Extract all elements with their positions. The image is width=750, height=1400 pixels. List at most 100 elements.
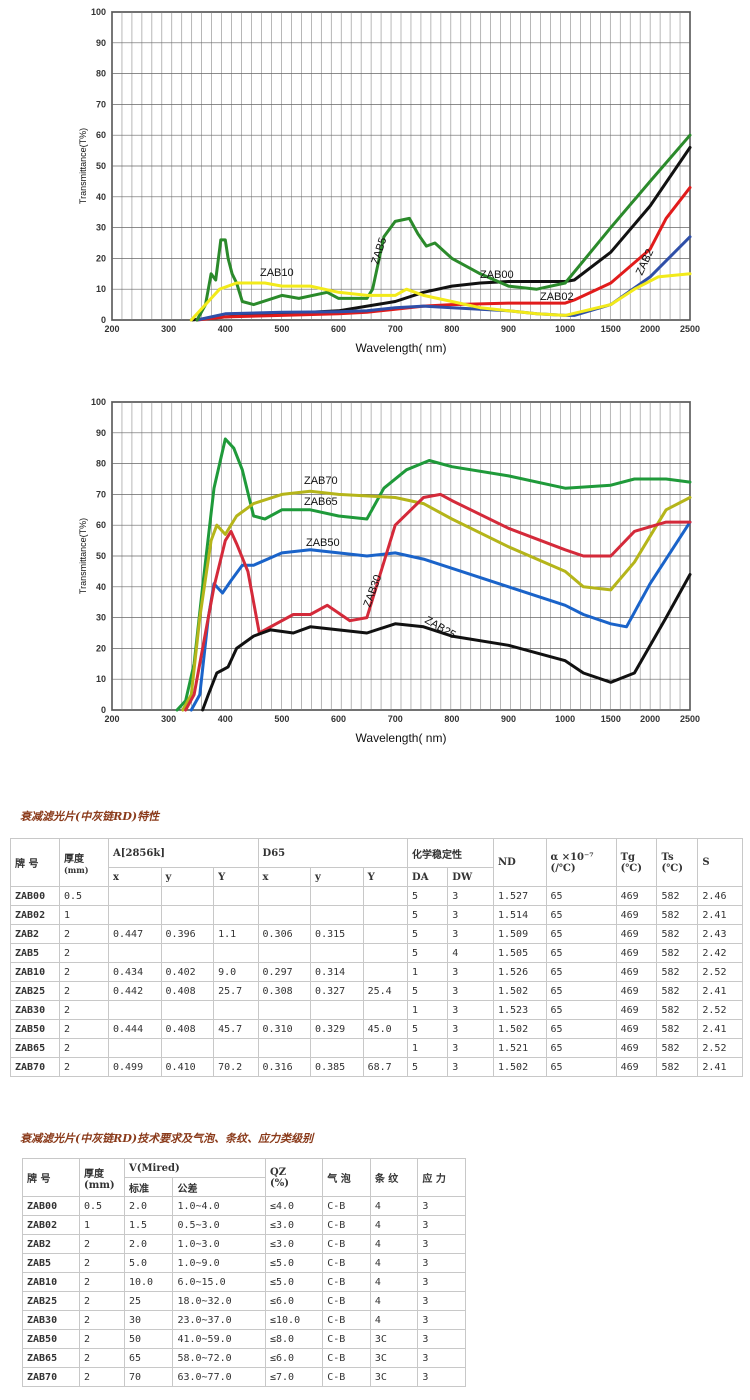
table-cell: 3 [447,1057,494,1077]
grade-cell: ZAB5 [22,1253,80,1273]
table-cell: 4 [369,1272,419,1292]
series-line-zab30 [184,492,692,712]
table-cell: 2 [59,1038,109,1058]
x-tick-label: 1000 [555,714,575,724]
col-grade: 牌 号 [22,1158,80,1197]
col-d-y: y [310,867,364,887]
table-cell: 2.43 [697,924,743,944]
series-line-zab25 [201,573,692,712]
table-cell: 1.0~4.0 [172,1196,266,1216]
y-tick-label: 20 [96,643,106,653]
table-cell: 5 [407,905,449,925]
table-cell: 2.41 [697,1019,743,1039]
table-row: ZAB65 2 65 58.0~72.0 ≤6.0 C-B 3C 3 [22,1348,466,1368]
table-cell: 3C [369,1329,419,1349]
table-cell: 582 [656,886,699,906]
table-cell: 3 [417,1310,466,1330]
table-cell: 582 [656,943,699,963]
table-cell [257,905,312,925]
table-cell: 3 [417,1234,466,1254]
table-row: ZAB10 2 10.0 6.0~15.0 ≤5.0 C-B 4 3 [22,1272,466,1292]
section-title-properties: 衰减滤光片(中灰链RD)特性 [20,810,160,823]
table-row: ZAB25 2 25 18.0~32.0 ≤6.0 C-B 4 3 [22,1291,466,1311]
header-unit: (mm) [84,1179,115,1191]
col-a2856: A[2856k] [108,838,259,868]
x-tick-label: 500 [274,714,289,724]
y-tick-label: 20 [96,253,106,263]
table-cell: 582 [656,962,699,982]
table-cell: 50 [123,1329,174,1349]
chart-2-svg: 0 10 20 30 40 50 60 70 80 90 100 200 300 400 500 600 700… [78,397,700,745]
table-cell: 58.0~72.0 [172,1348,266,1368]
table-cell: 0.408 [160,981,215,1001]
table-row: ZAB02 1 5 3 1.514 65 469 582 2.41 [10,905,743,925]
table-cell: 2.41 [697,981,743,1001]
table-cell: 0.402 [160,962,215,982]
header-unit: (%) [269,1177,289,1189]
table-cell [362,1000,409,1020]
table-cell: 582 [656,1057,699,1077]
table-cell: 23.0~37.0 [172,1310,266,1330]
table-cell [213,905,259,925]
table-cell: 6.0~15.0 [172,1272,266,1292]
col-d-Y: Y [362,867,409,887]
x-tick-label: 600 [331,714,346,724]
table-cell: 0.327 [310,981,364,1001]
table-cell [310,943,364,963]
y-tick-label: 80 [96,459,106,469]
series-line-zab70 [175,437,692,712]
series-label-zab65: ZAB65 [304,496,338,508]
series-label-zab10: ZAB10 [260,267,294,279]
grade-cell: ZAB50 [22,1329,80,1349]
table-cell: 582 [656,981,699,1001]
table-cell: 1 [407,1038,449,1058]
table-cell: 0.5~3.0 [172,1215,266,1235]
table-cell [108,1000,162,1020]
header-text: 厚度 [84,1168,104,1180]
table-cell: 0.329 [310,1019,364,1039]
table-cell: 2.52 [697,962,743,982]
x-tick-label: 800 [444,714,459,724]
table-cell: 68.7 [362,1057,409,1077]
x-tick-label: 1500 [601,324,621,334]
table-cell: 25.4 [362,981,409,1001]
table-cell: 469 [615,981,658,1001]
table-cell [108,943,162,963]
grade-cell: ZAB70 [10,1057,60,1077]
col-grade: 牌 号 [10,838,60,887]
table-cell [160,1000,215,1020]
table-cell: 469 [615,886,658,906]
table-cell: 30 [123,1310,174,1330]
x-tick-label: 300 [161,324,176,334]
table-cell: ≤5.0 [264,1253,324,1273]
table-cell: 0.315 [310,924,364,944]
grade-cell: ZAB10 [22,1272,80,1292]
table-cell [310,1000,364,1020]
table-cell [257,1038,312,1058]
table-cell: 5 [407,1019,449,1039]
table-cell: 2 [79,1329,125,1349]
x-tick-label: 2500 [680,324,700,334]
table-cell: 4 [369,1253,419,1273]
table-cell: 0.447 [108,924,162,944]
table-cell: 3 [417,1367,466,1387]
table-cell: 1.502 [493,981,547,1001]
table-cell: 10.0 [123,1272,174,1292]
table-row: ZAB10 2 0.434 0.402 9.0 0.297 0.314 1 3 1.526 65 46… [10,962,743,982]
grade-cell: ZAB65 [22,1348,80,1368]
properties-table-body: ZAB00 0.5 5 3 1.527 65 469 582 2.46 ZAB02 1 5 3 1.514… [10,886,743,1077]
table-cell: 3 [417,1329,466,1349]
table-cell: 4 [369,1291,419,1311]
table-cell: C-B [322,1348,371,1368]
header-text: Tg [620,851,636,863]
table-cell: 3 [417,1253,466,1273]
header-unit: (℃) [620,862,643,874]
table-cell: 3 [417,1215,466,1235]
table-cell: 582 [656,1038,699,1058]
table-row: ZAB25 2 0.442 0.408 25.7 0.308 0.327 25.4 5 3 1.50… [10,981,743,1001]
header-unit: (℃) [661,862,683,874]
x-axis-title: Wavelength( nm) [356,731,447,745]
table-cell [257,1000,312,1020]
table-cell: 2 [59,962,109,982]
table-row: ZAB70 2 70 63.0~77.0 ≤7.0 C-B 3C 3 [22,1367,466,1387]
